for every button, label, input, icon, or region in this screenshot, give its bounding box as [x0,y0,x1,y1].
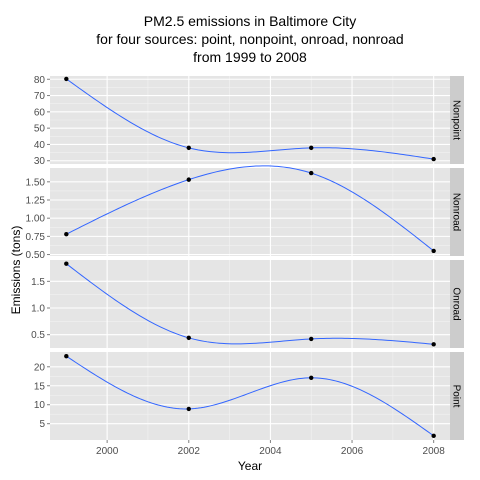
facet-strip-label: Onroad [451,287,462,320]
x-axis-title: Year [238,459,262,473]
y-tick-label: 1.5 [31,277,45,288]
series-line-point [66,355,434,437]
x-tick-label: 2006 [341,446,364,457]
y-tick-label: 0.5 [31,330,45,341]
x-tick-label: 2002 [178,446,201,457]
data-point [431,342,436,347]
facet-panel-onroad: 0.5 1.0 1.5 Onroad [31,260,464,348]
panel-background [50,352,450,440]
y-axis-title: Emissions (tons) [9,226,23,315]
y-tick-label: 10 [34,400,46,411]
facet-panels: 304050607080Nonpoint0.500.751.001.251.50… [26,75,464,440]
series-line-nonroad [66,165,434,252]
x-axis: 2000 2002 2004 2006 2008 [96,440,445,457]
facet-strip [450,168,464,256]
y-tick-label: 1.25 [26,196,46,207]
chart-title: PM2.5 emissions in Baltimore City for fo… [96,13,403,65]
data-point [64,231,69,237]
data-point [431,156,436,162]
data-point [309,145,314,151]
chart-title-line-3: from 1999 to 2008 [193,49,307,65]
panel-background [50,260,450,348]
data-point [309,375,314,380]
chart-title-line-1: PM2.5 emissions in Baltimore City [144,13,356,29]
data-point [64,353,69,359]
facet-panel-point: 5 10 15 20 Point [34,352,464,440]
data-point [64,76,69,82]
y-tick-label: 80 [34,75,46,86]
y-tick-label: 5 [39,419,45,430]
y-tick-label: 30 [34,156,46,167]
y-tick-label: 0.75 [26,232,46,243]
y-tick-label: 0.50 [26,250,46,261]
series-line-nonpoint [66,78,434,160]
data-point [64,261,69,266]
data-point [431,433,436,439]
facet-strip-label: Nonroad [451,193,462,231]
data-point [309,170,314,176]
y-tick-label: 50 [34,124,46,135]
data-point [431,248,436,254]
facet-strip [450,76,464,164]
facet-strip [450,260,464,348]
data-point [186,177,191,182]
data-point [186,145,191,151]
data-point [309,336,314,342]
y-tick-label: 1.00 [26,214,46,225]
facet-strip-label: Point [451,385,462,408]
x-tick-label: 2004 [259,446,282,457]
y-tick-label: 1.0 [31,304,45,315]
data-point [186,406,191,412]
facet-strip-label: Nonpoint [451,100,462,140]
y-tick-label: 70 [34,91,46,102]
data-point [186,335,191,341]
y-tick-label: 20 [34,362,46,373]
facet-panel-nonpoint: 30 40 50 60 70 80 Nonpoint [34,75,464,167]
chart-title-line-2: for four sources: point, nonpoint, onroa… [96,31,403,47]
y-tick-label: 15 [34,381,46,392]
y-tick-label: 40 [34,140,46,151]
facet-strip [450,352,464,440]
y-tick-label: 60 [34,107,46,118]
x-tick-label: 2008 [423,446,446,457]
x-tick-label: 2000 [96,446,119,457]
y-tick-label: 1.50 [26,177,46,188]
series-line-onroad [66,263,434,345]
facet-panel-nonroad: 0.50 0.75 1.00 1.25 1.50 Nonroad [26,165,464,261]
